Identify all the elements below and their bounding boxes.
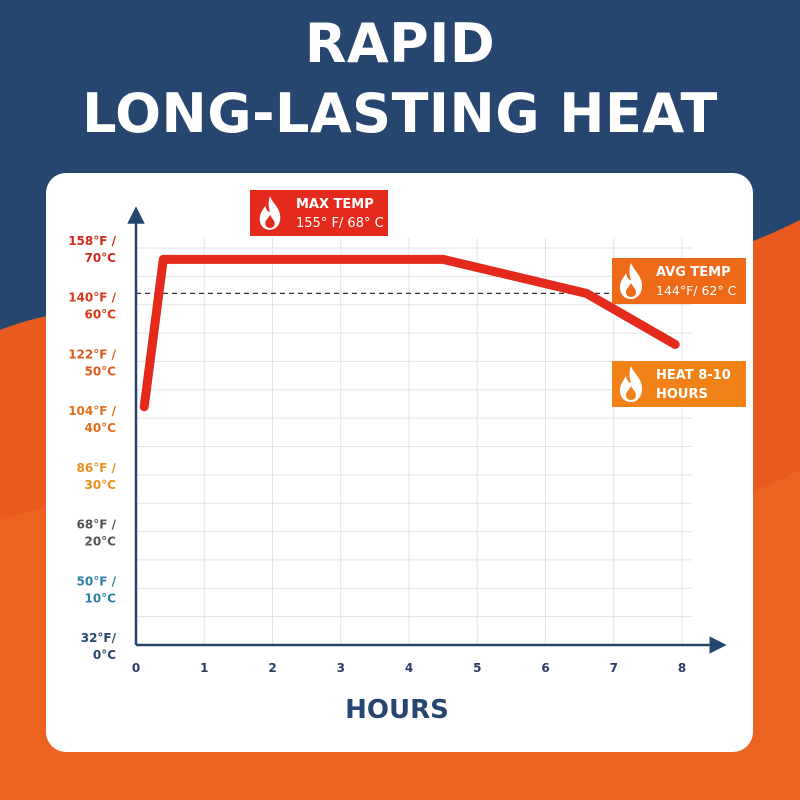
max-temp-value: 155° F/ 68° C (296, 216, 384, 231)
temperature-line (139, 254, 680, 412)
x-tick-label: 2 (268, 661, 276, 675)
y-tick-label: 70°C (84, 251, 116, 265)
y-tick-label: 86°F / (77, 461, 117, 475)
x-tick-label: 8 (678, 661, 686, 675)
x-tick-label: 6 (541, 661, 549, 675)
x-tick-label: 5 (473, 661, 481, 675)
y-tick-label: 10°C (84, 591, 116, 605)
x-tick-label: 7 (610, 661, 618, 675)
y-tick-label: 40°C (84, 421, 116, 435)
x-tick-label: 1 (200, 661, 208, 675)
y-tick-label: 140°F / (68, 291, 116, 305)
y-tick-label: 50°C (84, 364, 116, 378)
y-tick-label: 0°C (93, 648, 116, 662)
chart-grid (136, 238, 692, 645)
y-tick-label: 104°F / (68, 404, 116, 418)
page-title-line-1: RAPID (304, 12, 496, 75)
y-tick-label: 68°F / (77, 518, 117, 532)
y-axis-ticks: 32°F/0°C 50°F / 10°C 68°F / 20°C 86°F / 30°C 10… (68, 234, 116, 662)
x-axis-label: HOURS (345, 695, 449, 725)
avg-temp-value: 144°F/ 62° C (656, 283, 737, 298)
y-tick-label: 30°C (84, 478, 116, 492)
x-axis-ticks: 0 1 2 3 4 5 6 7 8 (132, 661, 686, 675)
max-temp-label: MAX TEMP (296, 197, 374, 212)
x-tick-label: 4 (405, 661, 413, 675)
y-tick-label: 50°F / (77, 574, 117, 588)
x-tick-label: 0 (132, 661, 140, 675)
max-temp-badge: MAX TEMP 155° F/ 68° C (250, 190, 388, 236)
y-tick-label: 32°F/ (81, 631, 117, 645)
avg-temp-badge: AVG TEMP 144°F/ 62° C (612, 258, 746, 304)
chart-axes (127, 206, 727, 654)
y-tick-label: 158°F / (68, 234, 116, 248)
y-tick-label: 60°C (84, 308, 116, 322)
heat-hours-badge: HEAT 8-10 HOURS (612, 361, 746, 407)
heat-hours-line-2: HOURS (656, 387, 708, 402)
x-tick-label: 3 (337, 661, 345, 675)
avg-temp-label: AVG TEMP (656, 265, 731, 280)
y-tick-label: 20°C (84, 535, 116, 549)
y-tick-label: 122°F / (68, 347, 116, 361)
page-title-line-2: LONG-LASTING HEAT (82, 82, 718, 145)
heat-hours-line-1: HEAT 8-10 (656, 368, 731, 383)
